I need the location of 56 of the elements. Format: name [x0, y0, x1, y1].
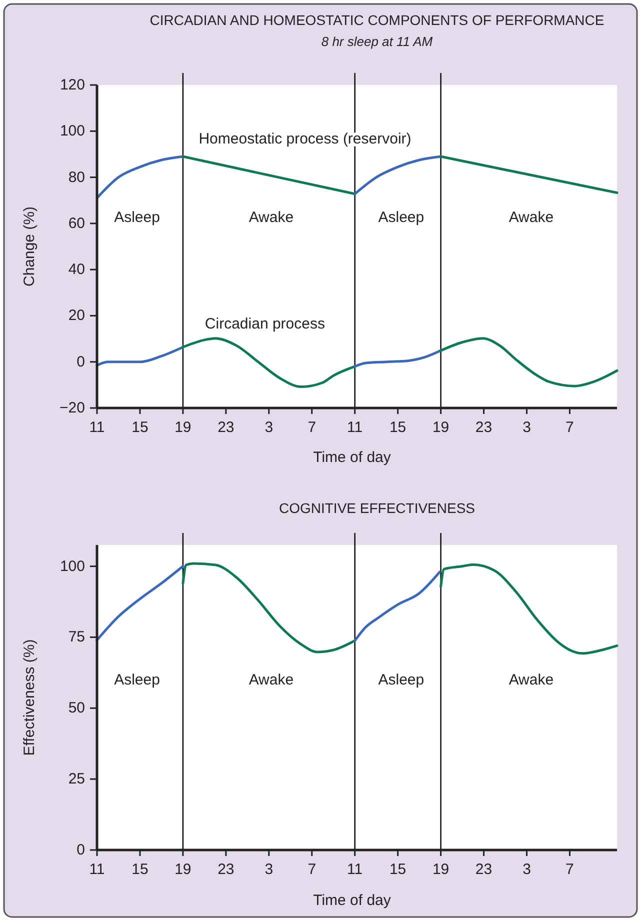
line-series: [96, 155, 184, 200]
y-tick-label: 0: [76, 842, 85, 858]
x-tick-label: 7: [566, 419, 574, 436]
y-tick-label: 120: [60, 76, 85, 94]
annotation: Asleep: [114, 208, 160, 226]
annotation: Awake: [248, 672, 294, 689]
x-tick-label: 7: [566, 861, 574, 878]
annotation: Awake: [508, 208, 554, 226]
line-series: [96, 565, 184, 642]
x-tick-label: 15: [132, 861, 148, 878]
x-tick-label: 19: [174, 419, 192, 436]
annotation: Asleep: [378, 672, 424, 689]
y-tick-label: 50: [68, 700, 85, 717]
x-axis-title: Time of day: [313, 449, 392, 466]
annotation: Awake: [508, 672, 554, 689]
x-tick-label: 11: [347, 419, 363, 436]
x-tick-label: 15: [389, 861, 406, 878]
x-tick-label: 23: [218, 419, 234, 436]
x-tick-label: 23: [475, 861, 492, 878]
x-tick-label: 19: [432, 861, 450, 878]
y-tick-label: 100: [60, 122, 85, 140]
x-tick-label: 3: [522, 861, 531, 878]
annotation: Circadian process: [204, 316, 325, 333]
x-tick-label: 3: [264, 861, 274, 878]
x-tick-label: 23: [218, 861, 234, 878]
annotation: Asleep: [378, 208, 424, 226]
x-tick-label: 3: [264, 419, 274, 436]
chart-title: CIRCADIAN AND HOMEOSTATIC COMPONENTS OF PERFORMANCE: [150, 12, 604, 28]
y-tick-label: 25: [68, 770, 85, 788]
y-tick-label: 0: [76, 353, 85, 370]
y-tick-label: 20: [68, 307, 85, 324]
y-tick-label: 60: [68, 214, 85, 232]
y-axis-title: Change (%): [21, 206, 38, 287]
line-series: [354, 155, 442, 196]
y-tick-label: 100: [60, 558, 85, 575]
chart-subtitle: 8 hr sleep at 11 AM: [321, 34, 433, 49]
x-tick-label: 23: [475, 419, 492, 436]
x-tick-label: 11: [89, 861, 105, 878]
x-tick-label: 19: [432, 419, 450, 436]
y-tick-label: 75: [68, 628, 85, 646]
y-tick-label: 40: [68, 261, 85, 278]
annotation: Awake: [248, 208, 294, 226]
y-tick-label: −20: [60, 400, 85, 416]
x-tick-label: 15: [389, 419, 406, 436]
x-tick-label: 19: [174, 861, 192, 878]
x-axis-title: Time of day: [313, 892, 392, 909]
x-tick-label: 11: [347, 861, 363, 878]
x-tick-label: 7: [308, 419, 316, 436]
y-axis-title: Effectiveness (%): [21, 639, 38, 756]
x-tick-label: 3: [522, 419, 531, 436]
x-tick-label: 15: [132, 419, 148, 436]
annotation: Asleep: [114, 672, 160, 689]
x-tick-label: 7: [308, 861, 316, 878]
x-tick-label: 11: [89, 419, 105, 436]
chart-title: COGNITIVE EFFECTIVENESS: [278, 500, 476, 516]
y-tick-label: 80: [68, 168, 85, 186]
